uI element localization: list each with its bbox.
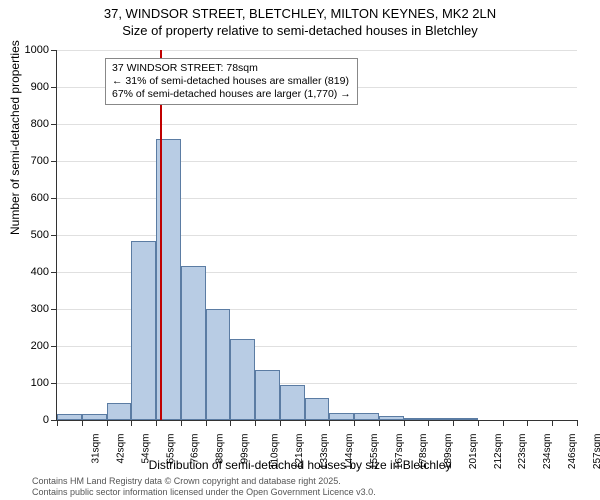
histogram-bar	[181, 266, 206, 420]
y-axis-label: Number of semi-detached properties	[8, 40, 22, 235]
x-tick	[552, 420, 553, 426]
x-tick	[156, 420, 157, 426]
title-line-1: 37, WINDSOR STREET, BLETCHLEY, MILTON KE…	[0, 6, 600, 23]
histogram-bar	[329, 413, 354, 420]
x-axis-label: Distribution of semi-detached houses by …	[0, 458, 600, 472]
histogram-bar	[280, 385, 305, 420]
y-tick-label: 100	[31, 377, 57, 389]
gridline	[57, 161, 577, 162]
histogram-bar	[57, 414, 82, 420]
annotation-line-2: ← 31% of semi-detached houses are smalle…	[112, 75, 351, 88]
gridline	[57, 198, 577, 199]
x-tick	[478, 420, 479, 426]
annotation-line-3: 67% of semi-detached houses are larger (…	[112, 88, 351, 101]
x-tick	[57, 420, 58, 426]
histogram-bar	[82, 414, 107, 420]
x-tick	[329, 420, 330, 426]
y-tick-label: 700	[31, 155, 57, 167]
reference-annotation: 37 WINDSOR STREET: 78sqm ← 31% of semi-d…	[105, 58, 358, 105]
x-tick	[280, 420, 281, 426]
histogram-bar	[404, 418, 429, 420]
chart-container: 37, WINDSOR STREET, BLETCHLEY, MILTON KE…	[0, 0, 600, 500]
annotation-line-1: 37 WINDSOR STREET: 78sqm	[112, 62, 351, 75]
y-tick-label: 300	[31, 303, 57, 315]
x-tick	[230, 420, 231, 426]
x-tick	[255, 420, 256, 426]
x-tick	[453, 420, 454, 426]
histogram-bar	[230, 339, 255, 420]
x-tick	[181, 420, 182, 426]
footer: Contains HM Land Registry data © Crown c…	[32, 476, 376, 498]
histogram-bar	[206, 309, 231, 420]
x-tick	[428, 420, 429, 426]
y-tick-label: 1000	[25, 44, 57, 56]
y-tick-label: 200	[31, 340, 57, 352]
y-tick-label: 400	[31, 266, 57, 278]
x-tick	[527, 420, 528, 426]
chart-titles: 37, WINDSOR STREET, BLETCHLEY, MILTON KE…	[0, 0, 600, 40]
histogram-bar	[428, 418, 453, 420]
gridline	[57, 50, 577, 51]
x-tick	[379, 420, 380, 426]
y-tick-label: 800	[31, 118, 57, 130]
x-tick	[305, 420, 306, 426]
y-tick-label: 500	[31, 229, 57, 241]
x-tick	[354, 420, 355, 426]
histogram-bar	[305, 398, 330, 420]
footer-line-1: Contains HM Land Registry data © Crown c…	[32, 476, 376, 487]
y-tick-label: 600	[31, 192, 57, 204]
x-tick	[577, 420, 578, 426]
x-tick	[131, 420, 132, 426]
reference-line	[160, 50, 162, 420]
x-tick	[404, 420, 405, 426]
x-tick	[206, 420, 207, 426]
x-tick	[107, 420, 108, 426]
histogram-bar	[131, 241, 156, 420]
y-tick-label: 900	[31, 81, 57, 93]
histogram-bar	[107, 403, 132, 420]
gridline	[57, 235, 577, 236]
histogram-bar	[379, 416, 404, 420]
histogram-bar	[453, 418, 478, 420]
plot-area: 0100200300400500600700800900100031sqm42s…	[56, 50, 577, 421]
x-tick	[82, 420, 83, 426]
histogram-bar	[255, 370, 280, 420]
x-tick	[503, 420, 504, 426]
histogram-bar	[354, 413, 379, 420]
title-line-2: Size of property relative to semi-detach…	[0, 23, 600, 40]
gridline	[57, 124, 577, 125]
y-tick-label: 0	[43, 414, 57, 426]
footer-line-2: Contains public sector information licen…	[32, 487, 376, 498]
